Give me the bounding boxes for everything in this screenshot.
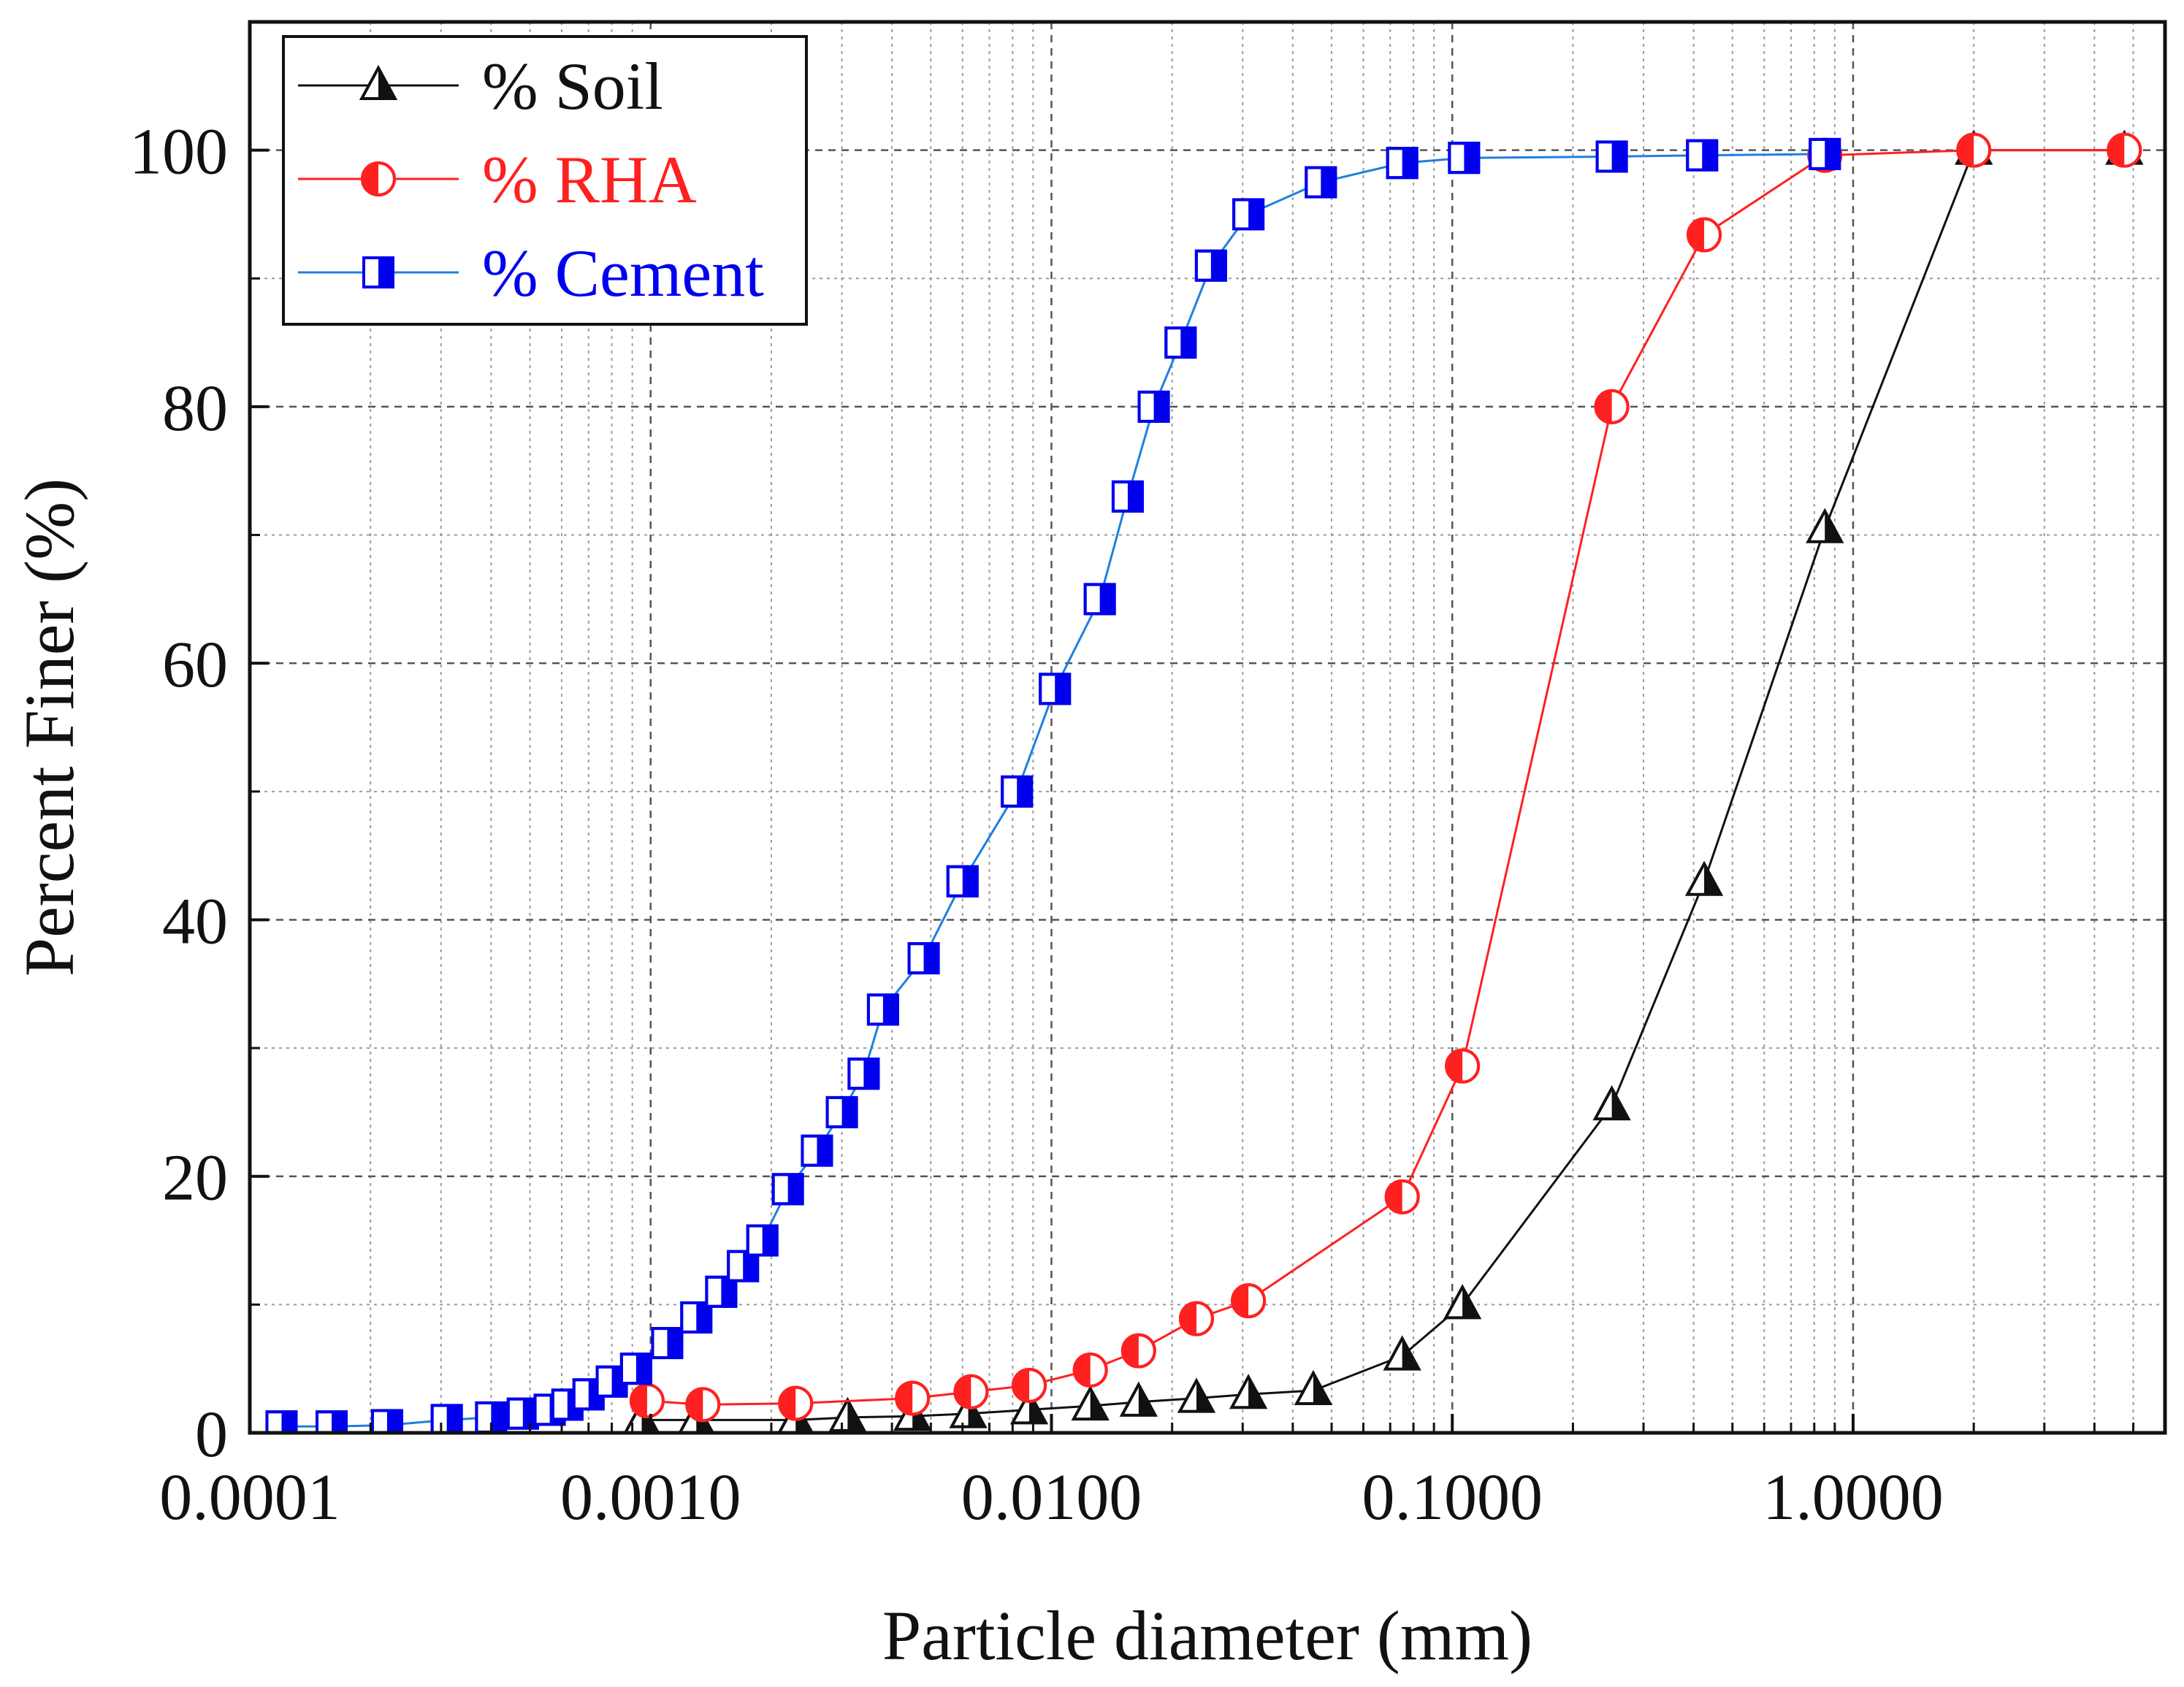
x-axis-title: Particle diameter (mm)	[882, 1596, 1532, 1675]
data-point-cement	[1001, 775, 1034, 808]
series-rha	[629, 132, 2142, 1423]
data-point-rha	[2107, 132, 2142, 168]
data-point-rha	[1120, 1333, 1156, 1369]
y-tick-label: 20	[162, 1142, 228, 1214]
legend-item-cement: % Cement	[298, 236, 764, 310]
data-point-rha	[953, 1374, 989, 1409]
data-point-soil	[1229, 1374, 1268, 1409]
data-point-rha	[1231, 1283, 1267, 1319]
data-point-cement	[1305, 166, 1337, 199]
data-point-cement	[619, 1353, 652, 1385]
legend-marker-rha	[361, 161, 396, 196]
data-point-cement	[1386, 147, 1419, 180]
y-tick-label: 100	[129, 116, 228, 188]
data-point-soil	[1177, 1377, 1216, 1413]
data-point-soil	[828, 1396, 867, 1432]
data-point-cement	[1232, 198, 1265, 231]
data-point-cement	[801, 1134, 833, 1167]
data-point-soil	[1592, 1084, 1631, 1121]
data-point-cement	[907, 942, 940, 975]
data-point-cement	[866, 993, 899, 1026]
data-point-rha	[1178, 1301, 1214, 1336]
series-soil	[623, 129, 2144, 1433]
data-point-cement	[506, 1397, 539, 1430]
x-tick-label: 0.0001	[159, 1461, 340, 1534]
data-point-soil	[1806, 508, 1844, 543]
legend-item-rha: % RHA	[298, 142, 697, 217]
y-tick-label: 40	[162, 885, 228, 957]
data-point-cement	[1595, 140, 1628, 173]
data-point-cement	[370, 1409, 403, 1433]
data-point-cement	[1039, 673, 1072, 705]
data-point-cement	[1083, 583, 1116, 616]
data-point-cement	[825, 1095, 858, 1128]
data-point-rha	[1956, 132, 1992, 168]
plot-frame	[248, 20, 2167, 1435]
data-point-soil	[1443, 1284, 1482, 1320]
x-tick-label: 0.0100	[961, 1461, 1142, 1534]
data-point-cement	[1137, 390, 1170, 423]
data-point-rha	[1687, 217, 1722, 253]
series-line-rha	[646, 149, 2125, 1406]
data-point-cement	[651, 1327, 684, 1360]
series-line-soil	[641, 149, 2125, 1421]
data-point-rha	[1072, 1352, 1108, 1388]
data-point-soil	[1383, 1335, 1421, 1371]
data-point-cement	[265, 1410, 298, 1433]
data-point-soil	[1119, 1381, 1158, 1417]
legend-marker-cement	[362, 256, 394, 288]
data-point-cement	[771, 1173, 804, 1206]
series-line-cement	[281, 153, 1825, 1428]
data-point-rha	[629, 1383, 665, 1419]
data-point-rha	[1384, 1179, 1420, 1214]
legend: % Soil % RHA % Cement	[282, 35, 808, 326]
series-layer	[265, 129, 2144, 1433]
data-point-cement	[1448, 142, 1481, 175]
data-point-rha	[685, 1387, 721, 1423]
data-point-soil	[1294, 1369, 1333, 1406]
data-point-rha	[1445, 1048, 1481, 1084]
data-point-cement	[946, 865, 979, 898]
data-point-cement	[847, 1057, 880, 1090]
x-tick-label: 0.0010	[560, 1461, 741, 1534]
legend-label: % RHA	[482, 142, 697, 217]
y-axis-title: Percent Finer (%)	[10, 478, 88, 976]
legend-label: % Soil	[482, 49, 663, 123]
x-tick-label: 1.0000	[1763, 1461, 1944, 1534]
data-point-rha	[778, 1385, 814, 1421]
data-point-rha	[1594, 389, 1630, 424]
legend-label: % Cement	[482, 236, 764, 310]
data-point-cement	[1111, 480, 1144, 513]
data-point-soil	[1071, 1385, 1110, 1421]
data-point-rha	[1012, 1368, 1047, 1404]
data-point-cement	[1809, 137, 1841, 170]
legend-item-soil: % Soil	[298, 49, 663, 123]
data-point-cement	[1164, 326, 1197, 359]
series-cement	[265, 137, 1841, 1433]
data-point-cement	[705, 1275, 738, 1308]
data-point-cement	[746, 1224, 779, 1257]
ticks: 0.0001 0.0010 0.0100 0.1000 1.0000 0 20 40 60 80 1…	[129, 116, 2166, 1534]
data-point-cement	[430, 1404, 463, 1433]
data-point-cement	[1194, 249, 1227, 282]
y-tick-label: 60	[162, 629, 228, 701]
y-tick-label: 80	[162, 372, 228, 445]
legend-marker-soil	[359, 64, 398, 100]
data-point-cement	[1686, 139, 1719, 172]
y-tick-label: 0	[195, 1399, 228, 1471]
data-point-cement	[316, 1410, 348, 1433]
data-point-soil	[1684, 860, 1724, 896]
x-tick-label: 0.1000	[1362, 1461, 1543, 1534]
data-point-rha	[895, 1380, 931, 1416]
